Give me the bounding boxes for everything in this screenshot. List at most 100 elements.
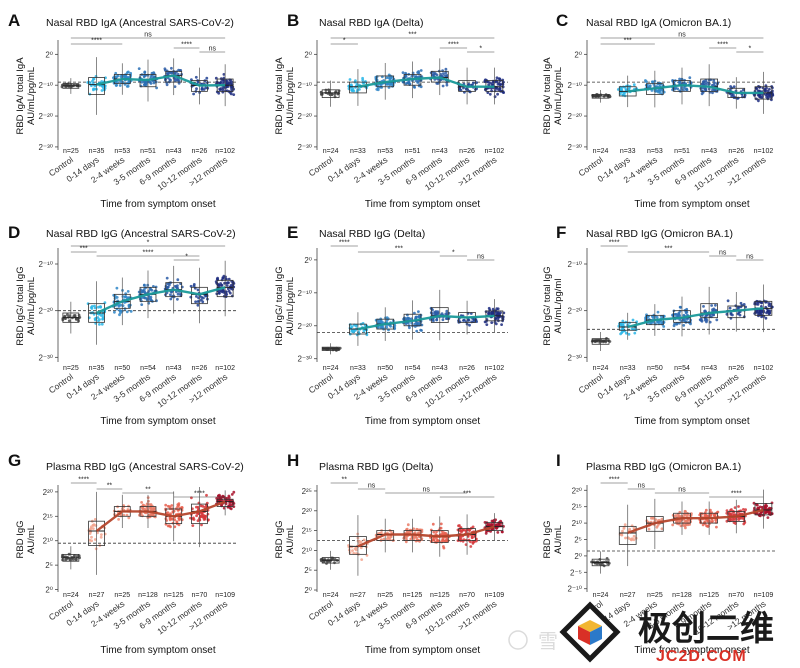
significance-label: ns — [746, 254, 754, 261]
data-point — [624, 331, 628, 335]
box — [216, 498, 234, 507]
data-point — [497, 521, 501, 525]
n-count: n=102 — [485, 365, 505, 372]
significance-label: **** — [609, 477, 620, 484]
data-point — [348, 78, 352, 81]
y-tick-label: 2¹⁵ — [43, 512, 53, 521]
panel-letter: I — [556, 451, 561, 470]
data-points-5 — [457, 311, 478, 327]
n-count: n=24 — [63, 592, 79, 599]
data-point — [215, 277, 219, 281]
data-points-4 — [163, 66, 184, 88]
y-axis-label-line: AU/mL/pg/ml — [553, 279, 564, 334]
y-axis-label-line: AU/mL — [285, 525, 296, 554]
n-count: n=33 — [620, 148, 636, 155]
data-point — [411, 71, 415, 75]
box — [191, 286, 208, 305]
data-point — [498, 82, 501, 86]
y-tick-label: 2¹⁵ — [572, 503, 582, 512]
panel-letter: E — [287, 223, 298, 242]
y-tick-label: 2⁻¹⁰ — [297, 81, 312, 90]
y-axis-label-line: AU/mL/pg/mL — [26, 67, 37, 125]
n-count: n=35 — [89, 148, 105, 155]
y-axis-label-line: AU/mL/pg/mL — [553, 67, 564, 125]
data-point — [406, 523, 410, 527]
data-point — [488, 523, 492, 526]
n-count: n=43 — [432, 148, 448, 155]
box — [646, 516, 664, 532]
n-count: n=26 — [192, 148, 208, 155]
n-count: n=51 — [140, 148, 156, 155]
data-point — [700, 92, 704, 96]
data-point — [231, 287, 235, 291]
y-axis-label-line: AU/mL/pg/mL — [285, 277, 296, 335]
data-point — [176, 78, 180, 82]
data-point — [149, 506, 153, 510]
data-point — [350, 325, 354, 328]
y-tick-label: 2⁻²⁰ — [567, 112, 582, 121]
data-point — [763, 89, 767, 93]
n-count: n=25 — [647, 592, 663, 599]
data-point — [764, 84, 768, 87]
data-point — [98, 323, 101, 326]
data-point — [412, 527, 415, 531]
significance-label: * — [479, 46, 482, 53]
significance-label: **** — [91, 38, 102, 45]
data-point — [619, 332, 622, 336]
data-point — [91, 527, 95, 530]
data-point — [624, 88, 628, 92]
n-count: n=25 — [377, 592, 393, 599]
y-tick-label: 2⁻³⁰ — [297, 143, 312, 152]
data-point — [444, 538, 448, 542]
data-point — [704, 508, 708, 512]
data-point — [650, 516, 653, 520]
data-point — [632, 526, 636, 530]
data-point — [433, 310, 437, 314]
data-point — [732, 85, 736, 89]
y-tick-label: 2⁻¹⁰ — [567, 260, 582, 269]
data-point — [143, 70, 147, 74]
x-axis-label: Time from symptom onset — [634, 416, 749, 427]
significance-label: **** — [731, 491, 742, 498]
data-point — [177, 523, 181, 527]
data-point — [436, 82, 440, 85]
data-point — [127, 516, 131, 520]
n-count: n=33 — [620, 365, 636, 372]
data-point — [115, 83, 118, 87]
significance-label: ns — [422, 487, 430, 494]
data-point — [64, 558, 67, 562]
data-point — [623, 523, 627, 527]
significance-label: * — [343, 38, 346, 45]
data-point — [92, 312, 96, 316]
data-point — [143, 507, 147, 511]
data-point — [146, 297, 149, 300]
data-point — [743, 521, 747, 524]
significance-label: **** — [143, 250, 154, 257]
data-point — [760, 315, 763, 319]
n-count: n=53 — [377, 148, 393, 155]
data-point — [93, 317, 97, 321]
data-point — [766, 509, 770, 513]
data-point — [757, 99, 760, 103]
data-point — [230, 85, 233, 89]
trend-line — [357, 525, 495, 548]
data-point — [730, 512, 733, 516]
y-axis-label: RBD IgGAU/mL — [15, 520, 37, 558]
data-point — [624, 536, 627, 540]
n-count: n=70 — [459, 592, 475, 599]
data-point — [169, 78, 172, 82]
data-point — [442, 545, 445, 548]
data-point — [147, 499, 150, 503]
data-point — [225, 89, 229, 93]
data-point — [445, 74, 449, 77]
data-point — [756, 93, 760, 97]
panel-letter: F — [556, 223, 566, 242]
trend-line — [357, 76, 495, 88]
n-count: n=43 — [701, 148, 717, 155]
data-point — [216, 282, 220, 286]
n-count: n=27 — [89, 592, 105, 599]
data-point — [200, 523, 203, 527]
data-point — [115, 296, 119, 299]
data-point — [439, 522, 443, 526]
y-axis-label-line: RBD IgG/ total IgG — [15, 266, 26, 345]
